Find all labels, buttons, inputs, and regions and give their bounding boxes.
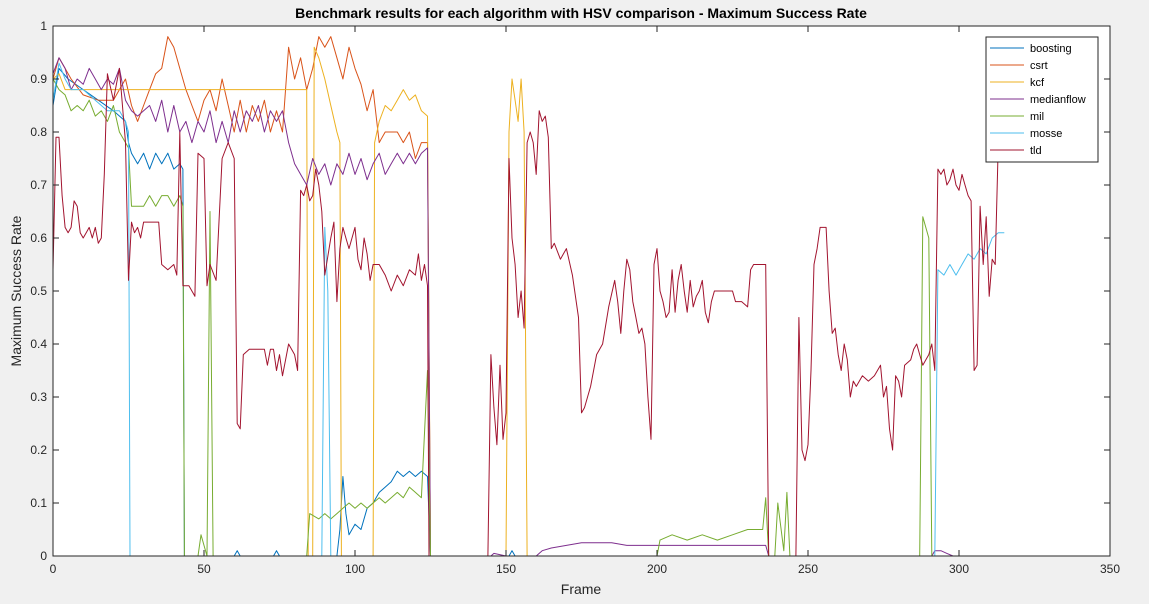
legend: boosting csrt kcf medianflow mil mosse tld	[985, 36, 1099, 163]
x-axis-title: Frame	[561, 581, 602, 597]
x-tick-label: 250	[798, 562, 818, 576]
y-tick-label: 0.6	[30, 231, 47, 245]
x-tick-label: 150	[496, 562, 516, 576]
plot-area	[53, 26, 1110, 556]
legend-label-tld: tld	[1030, 145, 1042, 157]
ticks-layer: 0 50 100 150 200 250 300 350 0 0.1 0.2 0.3 0.4 0.5 0.6…	[30, 19, 1120, 576]
legend-label-mosse: mosse	[1030, 128, 1062, 140]
series-layer	[52, 36, 1005, 557]
y-tick-label: 0.1	[30, 496, 47, 510]
legend-label-medianflow: medianflow	[1030, 94, 1086, 106]
x-tick-label: 350	[1100, 562, 1120, 576]
x-tick-label: 200	[647, 562, 667, 576]
series-line-medianflow	[52, 57, 1005, 557]
y-tick-label: 0.4	[30, 337, 47, 351]
series-line-kcf	[52, 46, 1005, 557]
y-axis-title: Maximum Success Rate	[8, 215, 24, 366]
legend-label-boosting: boosting	[1030, 43, 1072, 55]
series-line-boosting	[52, 67, 1005, 557]
legend-label-csrt: csrt	[1030, 60, 1048, 72]
series-line-tld	[52, 67, 1002, 557]
y-tick-label: 0.7	[30, 178, 47, 192]
x-tick-label: 50	[197, 562, 211, 576]
legend-label-kcf: kcf	[1030, 77, 1045, 89]
y-tick-label: 0.5	[30, 284, 47, 298]
y-tick-label: 0.2	[30, 443, 47, 457]
x-tick-label: 300	[949, 562, 969, 576]
chart-title: Benchmark results for each algorithm wit…	[295, 5, 867, 21]
y-tick-label: 0.3	[30, 390, 47, 404]
y-tick-label: 0.9	[30, 72, 47, 86]
y-tick-label: 0	[40, 549, 47, 563]
x-tick-label: 100	[345, 562, 365, 576]
legend-label-mil: mil	[1030, 111, 1044, 123]
y-tick-label: 1	[40, 19, 47, 33]
x-tick-label: 0	[50, 562, 57, 576]
y-tick-label: 0.8	[30, 125, 47, 139]
series-line-mosse	[52, 62, 1005, 557]
